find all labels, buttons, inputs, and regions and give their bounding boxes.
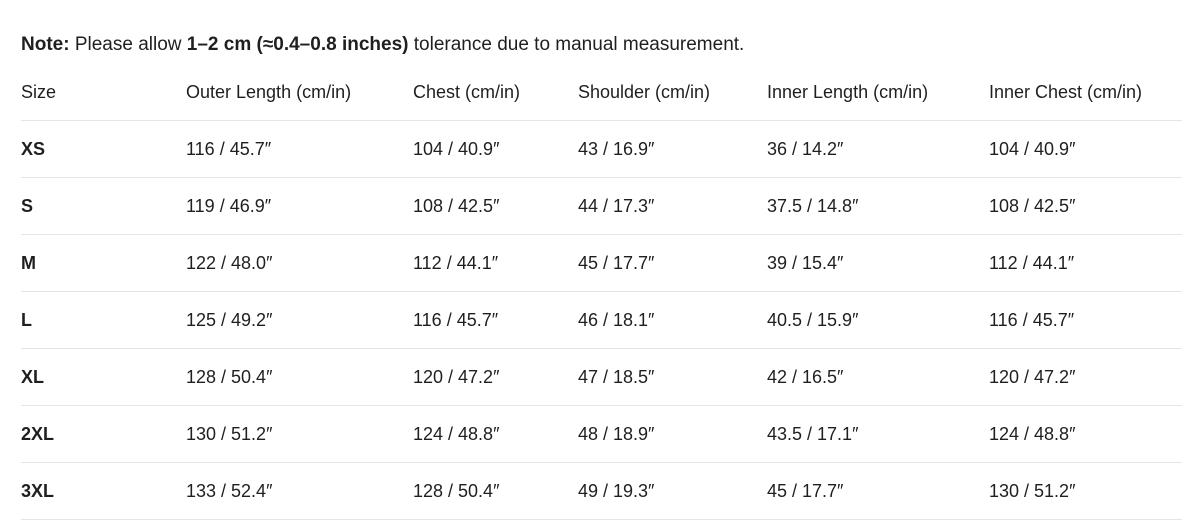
- header-size: Size: [21, 64, 186, 121]
- outer-length-cell: 130 / 51.2″: [186, 405, 413, 463]
- table-row: 3XL 133 / 52.4″ 128 / 50.4″ 49 / 19.3″ 4…: [21, 462, 1182, 520]
- inner-chest-cell: 104 / 40.9″: [989, 120, 1182, 178]
- table-row: S 119 / 46.9″ 108 / 42.5″ 44 / 17.3″ 37.…: [21, 177, 1182, 235]
- size-chart-header: Size Outer Length (cm/in) Chest (cm/in) …: [21, 64, 1182, 121]
- size-chart-body: XS 116 / 45.7″ 104 / 40.9″ 43 / 16.9″ 36…: [21, 120, 1182, 520]
- inner-length-cell: 45 / 17.7″: [767, 462, 989, 520]
- inner-length-cell: 37.5 / 14.8″: [767, 177, 989, 235]
- inner-length-cell: 42 / 16.5″: [767, 348, 989, 406]
- size-cell: XS: [21, 120, 186, 178]
- shoulder-cell: 44 / 17.3″: [578, 177, 767, 235]
- inner-length-cell: 39 / 15.4″: [767, 234, 989, 292]
- header-inner-length: Inner Length (cm/in): [767, 64, 989, 121]
- inner-length-cell: 36 / 14.2″: [767, 120, 989, 178]
- size-cell: XL: [21, 348, 186, 406]
- header-outer-length: Outer Length (cm/in): [186, 64, 413, 121]
- note-prefix: Please allow: [69, 34, 187, 55]
- inner-length-cell: 40.5 / 15.9″: [767, 291, 989, 349]
- measurement-note: Note: Please allow 1–2 cm (≈0.4–0.8 inch…: [21, 33, 744, 57]
- table-row: XS 116 / 45.7″ 104 / 40.9″ 43 / 16.9″ 36…: [21, 120, 1182, 178]
- inner-chest-cell: 108 / 42.5″: [989, 177, 1182, 235]
- shoulder-cell: 47 / 18.5″: [578, 348, 767, 406]
- shoulder-cell: 43 / 16.9″: [578, 120, 767, 178]
- outer-length-cell: 122 / 48.0″: [186, 234, 413, 292]
- chest-cell: 124 / 48.8″: [413, 405, 578, 463]
- size-cell: 2XL: [21, 405, 186, 463]
- shoulder-cell: 46 / 18.1″: [578, 291, 767, 349]
- inner-chest-cell: 124 / 48.8″: [989, 405, 1182, 463]
- table-row: XL 128 / 50.4″ 120 / 47.2″ 47 / 18.5″ 42…: [21, 348, 1182, 406]
- shoulder-cell: 48 / 18.9″: [578, 405, 767, 463]
- chest-cell: 128 / 50.4″: [413, 462, 578, 520]
- inner-chest-cell: 130 / 51.2″: [989, 462, 1182, 520]
- size-chart-table: Size Outer Length (cm/in) Chest (cm/in) …: [21, 64, 1182, 520]
- table-row: 2XL 130 / 51.2″ 124 / 48.8″ 48 / 18.9″ 4…: [21, 405, 1182, 463]
- note-suffix: tolerance due to manual measurement.: [408, 34, 745, 55]
- chest-cell: 104 / 40.9″: [413, 120, 578, 178]
- header-shoulder: Shoulder (cm/in): [578, 64, 767, 121]
- table-row: M 122 / 48.0″ 112 / 44.1″ 45 / 17.7″ 39 …: [21, 234, 1182, 292]
- inner-chest-cell: 120 / 47.2″: [989, 348, 1182, 406]
- header-inner-chest: Inner Chest (cm/in): [989, 64, 1182, 121]
- outer-length-cell: 128 / 50.4″: [186, 348, 413, 406]
- header-row: Size Outer Length (cm/in) Chest (cm/in) …: [21, 64, 1182, 121]
- outer-length-cell: 125 / 49.2″: [186, 291, 413, 349]
- header-chest: Chest (cm/in): [413, 64, 578, 121]
- shoulder-cell: 49 / 19.3″: [578, 462, 767, 520]
- chest-cell: 112 / 44.1″: [413, 234, 578, 292]
- chest-cell: 116 / 45.7″: [413, 291, 578, 349]
- note-label: Note:: [21, 34, 70, 55]
- outer-length-cell: 116 / 45.7″: [186, 120, 413, 178]
- chest-cell: 108 / 42.5″: [413, 177, 578, 235]
- size-cell: S: [21, 177, 186, 235]
- size-cell: M: [21, 234, 186, 292]
- inner-length-cell: 43.5 / 17.1″: [767, 405, 989, 463]
- outer-length-cell: 133 / 52.4″: [186, 462, 413, 520]
- table-row: L 125 / 49.2″ 116 / 45.7″ 46 / 18.1″ 40.…: [21, 291, 1182, 349]
- size-cell: 3XL: [21, 462, 186, 520]
- note-tolerance-range: 1–2 cm (≈0.4–0.8 inches): [186, 34, 409, 55]
- outer-length-cell: 119 / 46.9″: [186, 177, 413, 235]
- shoulder-cell: 45 / 17.7″: [578, 234, 767, 292]
- chest-cell: 120 / 47.2″: [413, 348, 578, 406]
- inner-chest-cell: 112 / 44.1″: [989, 234, 1182, 292]
- size-cell: L: [21, 291, 186, 349]
- inner-chest-cell: 116 / 45.7″: [989, 291, 1182, 349]
